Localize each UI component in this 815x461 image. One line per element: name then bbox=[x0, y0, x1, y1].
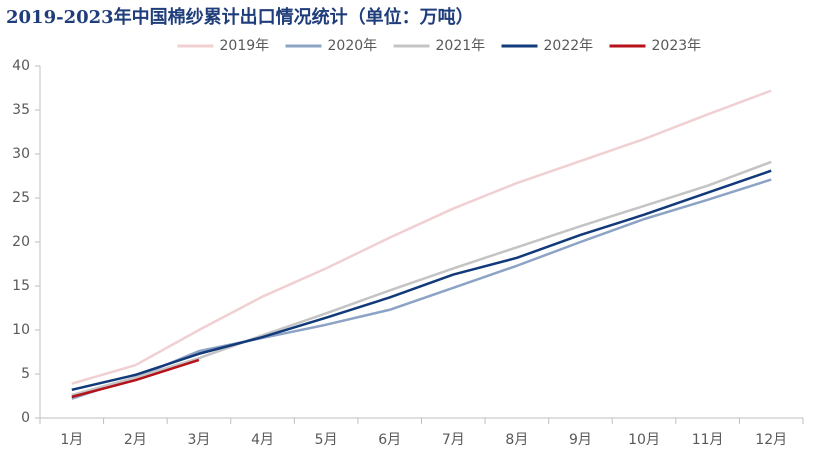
y-tick-label: 25 bbox=[12, 190, 30, 206]
series-line bbox=[71, 89, 772, 385]
x-tick-label: 12月 bbox=[755, 432, 787, 448]
y-tick-label: 15 bbox=[12, 278, 30, 294]
x-tick-label: 7月 bbox=[442, 432, 465, 448]
series-line bbox=[71, 178, 772, 400]
y-tick-label: 10 bbox=[12, 322, 30, 338]
y-tick-label: 30 bbox=[12, 146, 30, 162]
x-tick-label: 3月 bbox=[187, 432, 210, 448]
legend-label: 2020年 bbox=[328, 38, 378, 54]
legend-label: 2022年 bbox=[544, 38, 594, 54]
legend-label: 2023年 bbox=[652, 38, 702, 54]
legend-label: 2019年 bbox=[220, 38, 270, 54]
x-tick-label: 9月 bbox=[569, 432, 592, 448]
legend-label: 2021年 bbox=[436, 38, 486, 54]
x-tick-label: 2月 bbox=[124, 432, 147, 448]
x-tick-label: 5月 bbox=[315, 432, 338, 448]
y-tick-label: 35 bbox=[12, 102, 30, 118]
x-tick-label: 6月 bbox=[378, 432, 401, 448]
x-tick-label: 1月 bbox=[60, 432, 83, 448]
x-tick-label: 4月 bbox=[251, 432, 274, 448]
y-tick-label: 20 bbox=[12, 234, 30, 250]
y-tick-label: 0 bbox=[21, 410, 30, 426]
chart-title: 2019-2023年中国棉纱累计出口情况统计（单位：万吨） bbox=[6, 6, 474, 28]
x-tick-label: 10月 bbox=[628, 432, 660, 448]
series-line bbox=[71, 169, 772, 392]
x-tick-label: 8月 bbox=[505, 432, 528, 448]
y-tick-label: 40 bbox=[12, 58, 30, 74]
series-line bbox=[71, 160, 772, 397]
x-tick-label: 11月 bbox=[692, 432, 724, 448]
series-line bbox=[71, 358, 200, 399]
y-tick-label: 5 bbox=[21, 366, 30, 382]
